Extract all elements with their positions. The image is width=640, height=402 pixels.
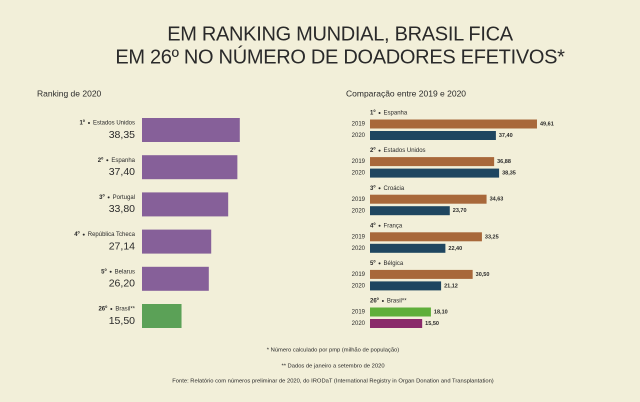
bar [370,281,442,291]
bar [142,118,240,142]
year-label: 2020 [352,133,366,139]
value-label: 22,40 [448,246,462,252]
value-label: 23,70 [453,208,467,214]
year-label: 2020 [352,208,366,214]
rank: 1º [370,111,376,117]
bar [370,131,496,140]
bar [370,232,482,242]
bar [370,194,487,204]
bar [142,155,238,180]
country: Belarus [115,269,135,275]
separator [378,262,381,265]
value-label: 34,63 [490,197,504,203]
separator [378,187,381,190]
country: Espanha [384,111,408,117]
separator [109,270,112,273]
country: Bélgica [384,261,404,267]
separator [82,233,85,236]
year-label: 2020 [352,246,366,252]
bar [370,168,500,178]
bar [142,192,229,217]
chart-title: Comparação entre 2019 e 2020 [346,88,466,98]
rank: 26º [98,307,108,313]
value-label: 36,88 [497,159,511,165]
country: República Tcheca [88,232,136,238]
value-label: 30,50 [476,272,490,278]
source-note: Fonte: Relatório com números preliminar … [172,379,494,385]
separator [110,308,113,310]
rank: 4º [74,232,80,238]
bar [142,304,182,328]
value-label: 49,61 [540,121,554,127]
bar [370,157,495,167]
country: Brasil** [387,299,407,305]
bar [370,269,473,279]
country: Espanha [111,158,135,164]
bar [370,206,450,216]
rank: 5º [101,269,107,275]
bar [142,229,212,254]
value-label: 26,20 [109,278,135,290]
separator [87,122,90,124]
year-label: 2019 [352,272,366,278]
value-label: 21,12 [444,283,458,289]
country: Portugal [113,195,135,201]
year-label: 2019 [352,310,366,316]
year-label: 2020 [352,283,366,289]
year-label: 2019 [352,122,366,128]
rank: 5º [370,261,376,267]
separator [378,149,381,152]
value-label: 33,25 [485,234,499,240]
value-label: 33,80 [109,203,135,215]
rank: 4º [370,223,376,229]
year-label: 2019 [352,234,366,240]
bar [370,119,537,129]
footnote: ** Dados de janeiro a setembro de 2020 [281,364,384,370]
bar [370,243,446,253]
value-label: 27,14 [109,240,135,252]
separator [378,224,381,227]
separator [378,112,381,114]
title-line: EM 26º NO NÚMERO DE DOADORES EFETIVOS* [115,45,565,68]
rank: 3º [99,195,105,201]
year-label: 2019 [352,197,366,203]
rank: 2º [98,158,104,164]
bar [142,266,209,291]
bar [370,307,431,317]
value-label: 38,35 [502,171,516,177]
chart-title: Ranking de 2020 [37,88,102,98]
rank: 2º [370,148,376,154]
value-label: 37,40 [499,133,513,139]
rank: 3º [370,186,376,192]
country: Brasil** [115,307,135,313]
bar [370,319,423,328]
country: Estados Unidos [384,148,426,154]
country: Croácia [384,186,405,192]
country: França [384,223,403,229]
rank: 1º [79,121,85,127]
separator [106,159,109,162]
title-line: EM RANKING MUNDIAL, BRASIL FICA [167,23,514,45]
value-label: 18,10 [434,309,448,315]
rank: 26º [370,299,380,305]
year-label: 2019 [352,159,366,165]
year-label: 2020 [352,321,366,327]
year-label: 2020 [352,171,366,177]
value-label: 15,50 [109,315,135,327]
separator [381,300,384,302]
footnote: * Número calculado por pmp (milhão de po… [267,348,400,354]
country: Estados Unidos [93,121,135,127]
value-label: 15,50 [425,321,439,327]
value-label: 37,40 [109,166,135,178]
value-label: 38,35 [109,129,135,141]
separator [107,196,110,199]
